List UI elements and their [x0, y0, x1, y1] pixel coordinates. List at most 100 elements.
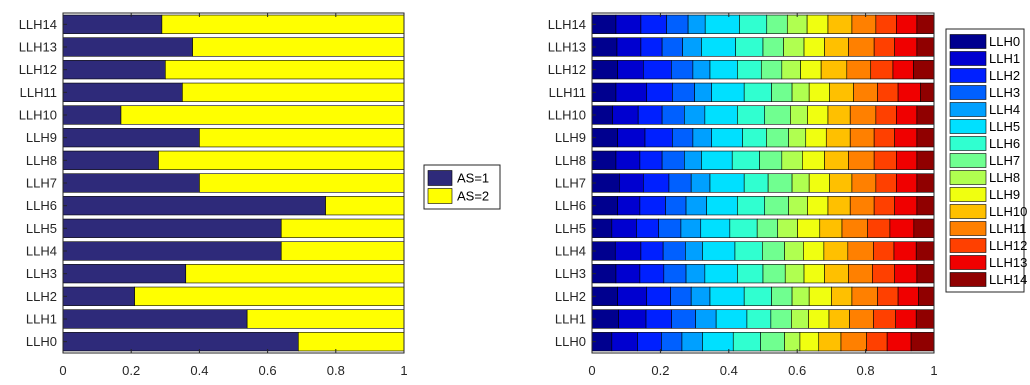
- bar-llh6-llh14: [916, 196, 935, 216]
- bar-llh13-llh9: [803, 37, 825, 57]
- bar-llh1-llh6: [746, 309, 772, 329]
- bar-llh13-llh10: [824, 37, 849, 57]
- bar-llh5-llh7: [756, 218, 779, 238]
- bar-llh12-llh14: [913, 60, 935, 80]
- bar-llh3-llh6: [737, 264, 764, 284]
- bar-llh5-llh6: [729, 218, 758, 238]
- bar-llh13-llh12: [873, 37, 895, 57]
- bar-llh9-llh4: [692, 128, 713, 148]
- bar-llh13-as-2: [192, 37, 405, 57]
- bar-llh9-as-1: [62, 128, 200, 148]
- bar-llh6-llh6: [737, 196, 766, 216]
- bar-llh11-llh5: [711, 82, 745, 102]
- y-tick-label: LLH8: [26, 153, 57, 168]
- legend-swatch-llh1: [949, 51, 987, 66]
- legend-label-llh8: LLH8: [989, 170, 1020, 185]
- bar-llh12-as-1: [62, 60, 166, 80]
- bar-llh14-llh6: [739, 14, 768, 34]
- bar-llh1-llh10: [828, 309, 850, 329]
- legend-label-llh6: LLH6: [989, 136, 1020, 151]
- bar-llh1-llh8: [791, 309, 809, 329]
- y-tick-label: LLH14: [548, 17, 586, 32]
- bar-llh0-llh1: [611, 332, 638, 352]
- bar-llh12-llh12: [870, 60, 894, 80]
- bar-llh6-llh1: [617, 196, 641, 216]
- legend: AS=1 AS=2: [423, 164, 501, 210]
- bar-llh1-llh12: [873, 309, 896, 329]
- bar-llh4-llh11: [847, 241, 874, 261]
- bar-llh12-llh5: [709, 60, 738, 80]
- bar-llh7-llh5: [709, 173, 745, 193]
- bar-llh9-llh5: [711, 128, 743, 148]
- y-tick-label: LLH10: [19, 108, 57, 123]
- bar-llh4-llh1: [614, 241, 642, 261]
- bar-llh10-llh12: [875, 105, 897, 125]
- bar-llh12-llh10: [820, 60, 848, 80]
- bar-llh14-llh5: [704, 14, 740, 34]
- bar-llh4-llh6: [734, 241, 763, 261]
- bar-llh4-llh2: [640, 241, 664, 261]
- bar-llh11-llh11: [853, 82, 878, 102]
- bar-llh8-llh4: [684, 150, 702, 170]
- bar-llh6-llh2: [639, 196, 666, 216]
- bar-llh0-llh5: [702, 332, 734, 352]
- bar-llh12-as-2: [165, 60, 405, 80]
- bar-llh3-llh14: [916, 264, 935, 284]
- bar-llh3-llh7: [762, 264, 786, 284]
- legend-label-llh5: LLH5: [989, 119, 1020, 134]
- legend-label-llh9: LLH9: [989, 187, 1020, 202]
- y-tick-label: LLH9: [26, 130, 57, 145]
- bar-llh4-llh12: [873, 241, 895, 261]
- bar-llh0-as-1: [62, 332, 299, 352]
- bar-llh8-llh9: [802, 150, 825, 170]
- legend-label-as-2: AS=2: [457, 189, 489, 204]
- bar-llh4-as-2: [280, 241, 405, 261]
- y-tick-label: LLH12: [548, 62, 586, 77]
- bar-llh3-llh9: [803, 264, 825, 284]
- bar-llh9-llh10: [825, 128, 851, 148]
- y-tick-label: LLH13: [19, 40, 57, 55]
- bar-llh3-llh1: [615, 264, 641, 284]
- bar-llh8-llh1: [615, 150, 641, 170]
- bar-llh12-llh6: [737, 60, 762, 80]
- bar-llh5-llh5: [700, 218, 731, 238]
- bar-llh3-llh3: [663, 264, 687, 284]
- bar-llh3-llh8: [784, 264, 805, 284]
- bar-llh4-llh5: [702, 241, 736, 261]
- bar-llh7-llh4: [690, 173, 711, 193]
- bar-llh3-llh4: [685, 264, 706, 284]
- bar-llh5-llh4: [680, 218, 702, 238]
- bar-llh5-llh3: [658, 218, 682, 238]
- bar-llh1-as-2: [246, 309, 405, 329]
- legend-label-llh0: LLH0: [989, 34, 1020, 49]
- bar-llh6-llh7: [764, 196, 789, 216]
- legend-swatch-llh14: [949, 272, 987, 287]
- bar-llh11-llh4: [694, 82, 712, 102]
- bar-llh14-llh1: [615, 14, 642, 34]
- legend-label-llh12: LLH12: [989, 238, 1027, 253]
- bar-llh11-as-1: [62, 82, 183, 102]
- bar-llh4-llh13: [893, 241, 917, 261]
- y-tick-label: LLH6: [26, 198, 57, 213]
- bar-llh7-llh1: [619, 173, 644, 193]
- bar-llh11-as-2: [182, 82, 405, 102]
- axes-frame: [62, 12, 405, 354]
- bar-llh4-llh7: [762, 241, 785, 261]
- legend-label-llh11: LLH11: [989, 221, 1026, 236]
- legend-swatch-llh6: [949, 136, 987, 151]
- bar-llh10-llh4: [684, 105, 706, 125]
- bar-llh7-as-1: [62, 173, 200, 193]
- bar-llh0-llh7: [760, 332, 785, 352]
- y-tick-label: LLH1: [26, 312, 57, 327]
- bar-llh8-llh6: [731, 150, 760, 170]
- bar-llh14-as-2: [161, 14, 405, 34]
- bar-llh14-llh11: [851, 14, 877, 34]
- bar-llh10-llh5: [704, 105, 738, 125]
- legend-label-llh1: LLH1: [989, 51, 1020, 66]
- y-tick-label: LLH14: [19, 17, 57, 32]
- chart-as-proportion: LLH0 LLH1 LLH2 LLH3 LLH4 LLH5 LLH6 LLH7 LLH8 LLH9…: [19, 12, 501, 378]
- bar-llh8-llh10: [824, 150, 849, 170]
- bar-llh8-llh14: [916, 150, 935, 170]
- bar-llh0-llh4: [681, 332, 703, 352]
- bar-llh7-llh11: [851, 173, 877, 193]
